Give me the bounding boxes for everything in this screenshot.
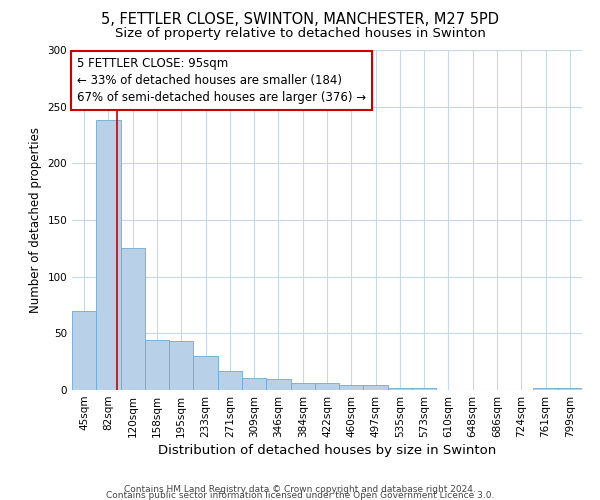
Bar [315, 383, 339, 390]
Bar [169, 342, 193, 390]
Bar [96, 120, 121, 390]
Text: 5 FETTLER CLOSE: 95sqm
← 33% of detached houses are smaller (184)
67% of semi-de: 5 FETTLER CLOSE: 95sqm ← 33% of detached… [77, 57, 366, 104]
Bar [121, 248, 145, 390]
Y-axis label: Number of detached properties: Number of detached properties [29, 127, 42, 313]
Bar [242, 378, 266, 390]
Bar [533, 388, 558, 390]
Bar [558, 388, 582, 390]
Bar [145, 340, 169, 390]
Text: Size of property relative to detached houses in Swinton: Size of property relative to detached ho… [115, 28, 485, 40]
Bar [266, 378, 290, 390]
X-axis label: Distribution of detached houses by size in Swinton: Distribution of detached houses by size … [158, 444, 496, 457]
Bar [364, 386, 388, 390]
Text: Contains public sector information licensed under the Open Government Licence 3.: Contains public sector information licen… [106, 491, 494, 500]
Bar [193, 356, 218, 390]
Bar [218, 370, 242, 390]
Bar [412, 388, 436, 390]
Bar [290, 383, 315, 390]
Bar [339, 386, 364, 390]
Bar [72, 310, 96, 390]
Text: Contains HM Land Registry data © Crown copyright and database right 2024.: Contains HM Land Registry data © Crown c… [124, 485, 476, 494]
Text: 5, FETTLER CLOSE, SWINTON, MANCHESTER, M27 5PD: 5, FETTLER CLOSE, SWINTON, MANCHESTER, M… [101, 12, 499, 28]
Bar [388, 388, 412, 390]
